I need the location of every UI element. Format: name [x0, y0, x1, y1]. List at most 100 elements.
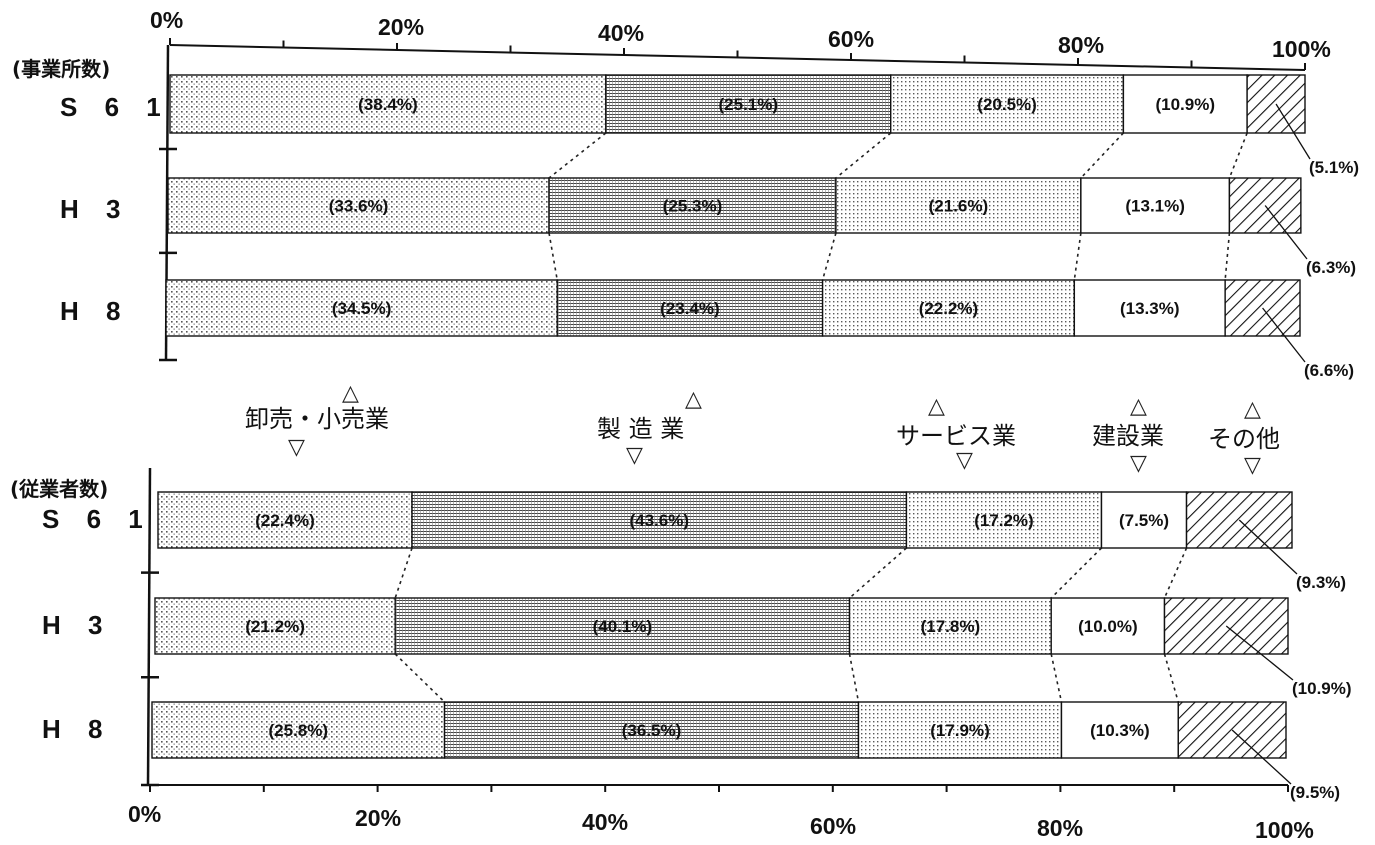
row-label: H 8 [42, 714, 112, 744]
value-label: (25.8%) [269, 721, 329, 740]
bar-segment [151, 701, 446, 759]
triangle-down-icon: ▽ [1130, 451, 1147, 476]
connector-line [1228, 132, 1248, 179]
leader-line [1264, 205, 1308, 260]
connector-line [1080, 132, 1124, 179]
triangle-up-icon: △ [1130, 394, 1147, 419]
bar-segment [165, 279, 558, 337]
value-label: (17.9%) [930, 721, 990, 740]
value-label: (5.1%) [1309, 158, 1359, 177]
connector-line [1163, 653, 1180, 703]
row-label: H 3 [42, 610, 112, 640]
triangle-down-icon: ▽ [956, 448, 973, 473]
bottom-tick-label: 80% [1037, 815, 1083, 841]
connector-line [548, 232, 559, 281]
leader-line [1225, 625, 1294, 681]
bottom-tick-label: 20% [355, 805, 401, 831]
legend-label: 卸売・小売業 [245, 405, 389, 433]
triangle-up-icon: △ [685, 387, 702, 412]
triangle-up-icon: △ [928, 394, 945, 419]
legend-label: その他 [1208, 425, 1280, 453]
value-label: (6.3%) [1306, 258, 1356, 277]
value-label: (22.2%) [919, 299, 979, 318]
row-labels: (事業所数) S 6 1 H 3 H 8 (従業者数) S 6 1 H 3 H 8 [10, 57, 161, 744]
value-label: (10.3%) [1090, 721, 1150, 740]
bottom-axis: 0% 20% 40% 60% 80% 100% [128, 784, 1314, 843]
value-label: (22.4%) [255, 511, 315, 530]
top-axis: 0% 20% 40% 60% 80% 100% [150, 7, 1331, 71]
legend: 卸売・小売業△▽製 造 業△▽サービス業△▽建設業△▽その他△▽ [245, 381, 1280, 478]
top-tick-label: 100% [1272, 36, 1331, 62]
leader-line [1231, 729, 1292, 785]
connector-line [394, 653, 446, 703]
value-label: (17.2%) [974, 511, 1034, 530]
leader-line [1262, 307, 1306, 363]
connector-line [1073, 232, 1082, 281]
connector-line [1163, 547, 1188, 599]
bar-segment [169, 74, 607, 134]
value-label: (25.3%) [663, 197, 723, 216]
connector-line [548, 132, 607, 179]
panel-title: (事業所数) [12, 57, 110, 81]
value-label: (20.5%) [977, 95, 1037, 114]
value-label: (10.0%) [1078, 617, 1138, 636]
value-label: (13.3%) [1120, 299, 1180, 318]
bar-segment [1080, 177, 1231, 234]
bar-segment [1122, 74, 1248, 134]
bar-segments [141, 44, 1306, 787]
bar-segment [1073, 279, 1226, 337]
bar-segment [556, 279, 824, 337]
connector-line [849, 547, 907, 599]
value-label: (7.5%) [1119, 511, 1169, 530]
value-label: (21.2%) [245, 617, 305, 636]
bar-segment [154, 597, 396, 655]
triangle-down-icon: ▽ [1244, 453, 1261, 478]
leader-line [1238, 519, 1298, 575]
value-label: (38.4%) [358, 95, 418, 114]
bottom-tick-label: 0% [128, 801, 161, 827]
value-label: (9.3%) [1296, 573, 1346, 592]
leader-line [1275, 103, 1311, 160]
connector-line [821, 232, 837, 281]
bar-segment [1228, 177, 1302, 234]
row-label: H 8 [60, 296, 130, 326]
connector-line [394, 547, 413, 599]
bar-segment [605, 74, 892, 134]
legend-label: 建設業 [1092, 422, 1164, 450]
bottom-tick-label: 100% [1255, 817, 1314, 843]
connector-line [848, 653, 860, 703]
triangle-up-icon: △ [1244, 397, 1261, 422]
triangle-down-icon: ▽ [626, 443, 643, 468]
connector-lines [394, 132, 1248, 703]
value-label: (23.4%) [660, 299, 720, 318]
vertical-axis-line [146, 467, 152, 786]
bar-segment [1050, 597, 1166, 655]
connector-line [1050, 653, 1063, 703]
value-label: (25.1%) [719, 95, 779, 114]
legend-label: 製 造 業 [597, 415, 684, 443]
value-label: (13.1%) [1125, 197, 1185, 216]
connector-line [1224, 232, 1231, 281]
bar-segment [905, 491, 1103, 549]
value-label: (34.5%) [332, 299, 392, 318]
bar-segment [167, 177, 550, 234]
value-label: (9.5%) [1290, 783, 1340, 802]
panel-title: (従業者数) [10, 477, 108, 501]
connector-line [835, 132, 892, 179]
triangle-up-icon: △ [342, 381, 359, 406]
value-label: (17.8%) [921, 617, 981, 636]
value-label: (40.1%) [593, 617, 653, 636]
value-label: (36.5%) [622, 721, 682, 740]
value-label: (21.6%) [929, 197, 989, 216]
bar-segment [443, 701, 860, 759]
row-label: S 6 1 [42, 504, 153, 534]
top-tick-label: 0% [150, 7, 183, 33]
bar-segment [890, 74, 1125, 134]
top-tick-label: 60% [828, 26, 874, 52]
row-label: H 3 [60, 194, 130, 224]
value-label: (43.6%) [629, 511, 689, 530]
bottom-tick-label: 40% [582, 809, 628, 835]
triangle-down-icon: ▽ [288, 435, 305, 460]
bar-segment [548, 177, 837, 234]
